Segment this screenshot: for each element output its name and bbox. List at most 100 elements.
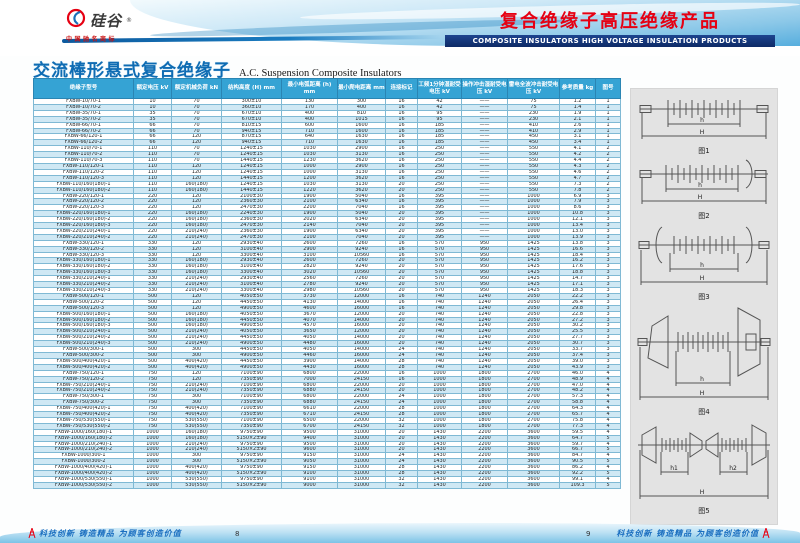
column-header: 参考质量 kg (559, 78, 596, 99)
table-row: FXBW-1000/400(420)-1 1000 400(420) 9750±90 9… (33, 464, 621, 472)
dim-label-h: h (700, 376, 704, 383)
top-banner: 硅谷 ® 中国驰名商标 复合绝缘子高压绝缘产品 COMPOSITE INSULA… (0, 0, 800, 56)
products-title-en: COMPOSITE INSULATORS HIGH VOLTAGE INSULA… (445, 35, 775, 47)
figure-caption: 图2 (698, 212, 710, 220)
figure-5: h1 h2 H 图5 (634, 419, 774, 516)
table-row: FXBW-500/400(420)-2 500 400(420) 4900±50 443… (33, 363, 621, 371)
table-cell: 32 (385, 481, 418, 489)
table-row: FXBW-750/210(240)-2 750 210(240) 7350±90 688… (33, 387, 621, 395)
insulator-drawing-3: h H (638, 226, 770, 285)
table-row: FXBW-1000/300-1 1000 300 9750±90 9150 31000 24… (33, 452, 621, 460)
table-cell: 109.3 (559, 481, 596, 489)
figure-caption: 图3 (698, 293, 710, 301)
table-cell: 5150×2±90 (221, 481, 282, 489)
table-row: FXBW-500/300-1 500 300 4450±50 4050 14000 24 74… (33, 346, 621, 353)
table-row: FXBW-330/160(180)-3 330 160(180) 3300±40 302… (33, 269, 621, 277)
table-row: FXBW-750/300-2 750 300 7350±90 6880 24150 24 10… (33, 399, 621, 407)
footer-slogan-text: 科技创新 铸造精品 为顾客创造价值 (39, 529, 182, 538)
table-row: FXBW-500/160(180)-3 500 160(180) 4900±50 457… (33, 322, 621, 330)
column-header: 额定机械负荷 kN (171, 78, 222, 99)
table-row: FXBW-220/210(240)-1 220 210(240) 2360±30 190… (33, 227, 621, 235)
table-row: FXBW-330/120-2 330 120 3100±40 2900 9240 16 570… (33, 245, 621, 253)
tower-icon (762, 528, 770, 539)
brand-name: 硅谷 (90, 11, 123, 30)
page-number-right: 9 (586, 530, 591, 538)
tower-icon (28, 528, 36, 539)
figure-caption: 图5 (698, 507, 710, 515)
table-cell: 1000 (133, 481, 172, 489)
table-row: FXBW-110/70-2 110 70 1240±15 1030 3130 16 250 ——… (33, 151, 621, 159)
brand-logo: 硅谷 ® 中国驰名商标 (66, 8, 132, 43)
table-row: FXBW-750/210(240)-1 750 210(240) 7100±90 680… (33, 381, 621, 389)
insulator-drawing-5: h1 h2 H (638, 424, 770, 499)
figure-caption: 图1 (698, 147, 710, 155)
dim-label-H: H (700, 129, 705, 136)
table-row: FXBW-750/530(550)-1 750 530(550) 7100±90 650… (33, 416, 621, 424)
table-row: FXBW-1000/530(550)-2 1000 530(550) 5150×2±9… (33, 481, 621, 489)
table-row: FXBW-10/70-1 10 70 300±10 130 300 16 42 —— 75 1.2 1 (33, 98, 621, 105)
column-header: 工频1分钟湿耐受电压 kV (417, 78, 462, 99)
dim-label-H: H (700, 489, 705, 496)
table-cell: 1430 (417, 481, 462, 489)
column-header: 最小电弧距离 (h) mm (281, 78, 338, 99)
banner-title-block: 复合绝缘子高压绝缘产品 COMPOSITE INSULATORS HIGH VO… (445, 7, 775, 47)
section-title-cn: 交流棒形悬式复合绝缘子 (33, 61, 231, 81)
dim-label-H: H (700, 390, 705, 397)
dim-label-h2: h2 (729, 465, 737, 472)
dim-label-h1: h1 (670, 465, 678, 472)
footer-band: 科技创新 铸造精品 为顾客创造价值 8 9 科技创新 铸造精品 为顾客创造价值 (0, 523, 800, 543)
table-cell: 530(550) (171, 481, 222, 489)
figure-caption: 图4 (698, 408, 710, 416)
table-row: FXBW-330/160(180)-1 330 160(180) 2930±40 260… (33, 257, 621, 265)
table-cell: 31000 (337, 481, 386, 489)
dim-label-h: h (700, 262, 704, 269)
dim-label-h: h (700, 117, 704, 124)
table-row: FXBW-220/210(240)-2 220 210(240) 2470±30 210… (33, 233, 621, 241)
table-row: FXBW-110/160(180)-1 110 160(180) 1240±15 103… (33, 180, 621, 188)
table-row: FXBW-750/300-1 750 300 7100±90 6800 22000 24 10… (33, 393, 621, 401)
registered-mark: ® (126, 16, 133, 24)
products-title-cn: 复合绝缘子高压绝缘产品 (500, 11, 720, 32)
figure-2: h H 图2 (634, 158, 774, 221)
insulator-drawing-2: h H (639, 159, 768, 204)
table-cell: FXBW-1000/530(550)-2 (33, 481, 134, 489)
page-number-left: 8 (235, 530, 240, 538)
table-row: FXBW-750/400(420)-1 750 400(420) 7100±90 661… (33, 405, 621, 413)
table-cell: 9000 (281, 481, 338, 489)
column-header: 雷电全波冲击耐受电压 kV (507, 78, 560, 99)
footer-slogan-right: 科技创新 铸造精品 为顾客创造价值 (616, 528, 770, 539)
table-row: FXBW-750/400(420)-2 750 400(420) 7350±90 671… (33, 411, 621, 418)
figure-4: h H 图4 (634, 304, 774, 417)
section-title: 交流棒形悬式复合绝缘子 A.C. Suspension Composite In… (33, 56, 593, 81)
column-header: 绝缘子型号 (33, 78, 134, 99)
figure-1: h H 图1 (634, 93, 774, 156)
footer-slogan-text: 科技创新 铸造精品 为顾客创造价值 (616, 529, 759, 538)
column-header: 最小爬电距离 mm (337, 78, 386, 99)
column-header: 连接标记 (385, 78, 418, 99)
table-cell: 3600 (507, 481, 560, 489)
insulator-drawing-1: h H (639, 100, 769, 139)
figure-3: h H 图3 (634, 223, 774, 302)
spec-table-header-row: 绝缘子型号 额定电压 kV 额定机械负荷 kN 结构高度 (H) mm 最小电弧距离 (… (33, 78, 621, 99)
table-row: FXBW-750/120-2 750 120 7350±90 7000 24150 16 10… (33, 375, 621, 383)
spec-table-body: FXBW-10/70-1 10 70 300±10 130 300 16 42 —— 75 1.2 1… (33, 98, 621, 489)
table-row: FXBW-330/210(240)-1 330 210(240) 2930±40 256… (33, 275, 621, 283)
section-title-en: A.C. Suspension Composite Insulators (239, 68, 402, 79)
table-cell: 2200 (461, 481, 508, 489)
insulator-drawing-4: h H (637, 307, 771, 400)
dim-label-h: h (698, 182, 702, 189)
brand-tagline: 中国驰名商标 (66, 36, 118, 43)
column-header: 结构高度 (H) mm (221, 78, 282, 99)
column-header: 操作冲击湿耐受电压 kV (461, 78, 508, 99)
spec-table: 绝缘子型号 额定电压 kV 额定机械负荷 kN 结构高度 (H) mm 最小电弧距离 (… (33, 78, 621, 489)
footer-slogan-left: 科技创新 铸造精品 为顾客创造价值 (28, 528, 182, 539)
table-row: FXBW-35/70-1 35 70 670±10 400 810 16 95 —— 230 1.9… (33, 109, 621, 117)
column-header: 额定电压 kV (133, 78, 172, 99)
dim-label-H: H (698, 194, 703, 201)
table-row: FXBW-110/120-3 110 120 1440±15 1200 3620 16 250… (33, 174, 621, 182)
column-header: 图号 (595, 78, 621, 99)
brand-logo-icon (66, 8, 86, 32)
figure-panel: h H 图1 (630, 88, 778, 525)
dim-label-H: H (700, 275, 705, 282)
